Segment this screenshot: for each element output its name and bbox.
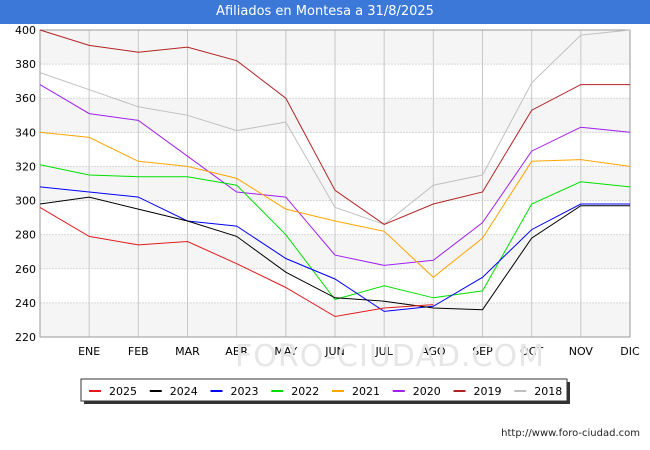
legend-label-2018: 2018 (534, 385, 562, 398)
y-tick-label: 380 (15, 58, 36, 71)
y-tick-label: 300 (15, 195, 36, 208)
legend-label-2023: 2023 (231, 385, 259, 398)
x-tick-label: JUL (374, 345, 393, 358)
x-tick-label: AGO (421, 345, 446, 358)
legend-label-2022: 2022 (291, 385, 319, 398)
x-tick-label: ENE (78, 345, 100, 358)
chart-title: Afiliados en Montesa a 31/8/2025 (0, 0, 650, 24)
source-url[interactable]: http://www.foro-ciudad.com (501, 428, 640, 439)
legend-label-2019: 2019 (474, 385, 502, 398)
watermark: FORO-CIUDAD.COM (235, 339, 545, 374)
y-tick-label: 220 (15, 331, 36, 344)
series-line-2021 (39, 131, 631, 278)
series-line-2025 (39, 206, 434, 318)
legend-box (80, 378, 568, 402)
x-tick-label: JUN (324, 345, 345, 358)
series-line-2023 (39, 186, 630, 312)
x-tick-label: MAY (274, 345, 297, 358)
y-tick-label: 260 (15, 263, 36, 276)
series-line-2022 (39, 164, 631, 301)
y-tick-label: 340 (15, 126, 36, 139)
x-tick-label: NOV (569, 345, 594, 358)
series-line-2019 (39, 29, 630, 225)
x-tick-label: FEB (128, 345, 149, 358)
legend-label-2025: 2025 (109, 385, 137, 398)
x-tick-label: DIC (620, 345, 640, 358)
y-tick-label: 360 (15, 92, 36, 105)
x-tick-label: ABR (225, 345, 248, 358)
x-tick-label: SEP (472, 345, 493, 358)
legend-label-2021: 2021 (352, 385, 380, 398)
y-tick-label: 320 (15, 160, 36, 173)
y-tick-label: 280 (15, 229, 36, 242)
legend-label-2024: 2024 (170, 385, 198, 398)
series-line-2024 (39, 196, 630, 311)
series-line-2020 (39, 84, 631, 266)
x-tick-label: OCT (520, 345, 543, 358)
legend-label-2020: 2020 (413, 385, 441, 398)
series-line-2018 (39, 29, 631, 225)
x-tick-label: MAR (175, 345, 200, 358)
y-tick-label: 400 (15, 24, 36, 37)
y-tick-label: 240 (15, 297, 36, 310)
plot-border (39, 29, 631, 338)
